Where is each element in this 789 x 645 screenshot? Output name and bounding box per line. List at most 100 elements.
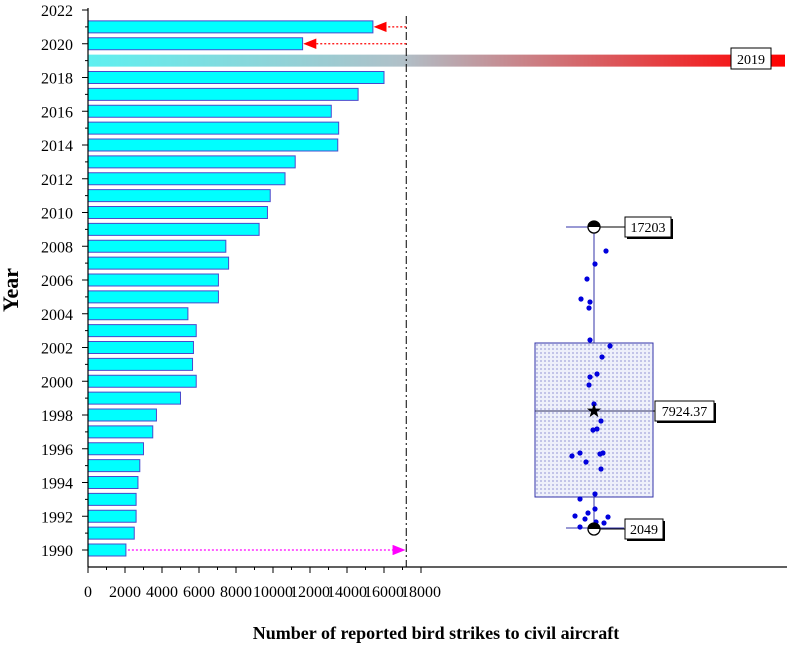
data-point-25 (592, 506, 598, 512)
x-tick-label-18000: 18000 (401, 584, 441, 601)
data-point-3 (584, 276, 590, 282)
y-tick-label-2008: 2008 (41, 239, 73, 256)
bar-2002 (87, 341, 194, 354)
x-axis-title: Number of reported bird strikes to civil… (253, 623, 619, 643)
bar-1998 (87, 408, 157, 422)
bar-2011 (87, 189, 271, 203)
bar-2017 (87, 87, 359, 101)
bar-2013 (87, 155, 296, 169)
data-point-5 (587, 299, 593, 305)
bar-2003 (87, 324, 197, 338)
mean-star (586, 403, 602, 418)
x-tick-label-4000: 4000 (146, 584, 178, 601)
max-callout-label: 17203 (631, 221, 666, 236)
y-tick-label-1996: 1996 (41, 442, 73, 459)
data-point-32 (577, 524, 583, 530)
data-point-14 (598, 418, 604, 424)
data-point-22 (598, 466, 604, 472)
bar-2006 (87, 273, 219, 287)
y-tick-label-2002: 2002 (41, 341, 73, 358)
x-tick-label-6000: 6000 (183, 584, 215, 601)
data-point-17 (569, 453, 575, 459)
x-tick-label-0: 0 (84, 584, 92, 601)
y-tick-label-2022: 2022 (41, 3, 73, 20)
y-tick-label-2006: 2006 (41, 273, 73, 290)
boxplot-box (534, 342, 654, 498)
mean-callout-box (654, 400, 715, 422)
axes-group: 0 2000 4000 6000 8000 10000120001400016000180… (41, 3, 787, 601)
data-point-16 (590, 427, 596, 433)
bar-1991 (87, 526, 135, 540)
bar-2009 (87, 222, 260, 236)
bar-2007 (87, 256, 230, 270)
data-point-11 (587, 374, 593, 380)
data-point-24 (577, 496, 583, 502)
y-tick-label-1994: 1994 (41, 476, 73, 493)
y-tick-label-1990: 1990 (41, 543, 73, 560)
data-point-10 (594, 371, 600, 377)
y-tick-label-2014: 2014 (41, 138, 73, 155)
highlight-label: 2019 (737, 53, 765, 68)
bar-1999 (87, 391, 181, 405)
data-point-21 (583, 459, 589, 465)
max-marker-half (588, 221, 600, 227)
bar-2010 (87, 206, 268, 219)
data-point-1 (603, 248, 609, 254)
x-tick-label-12000: 12000 (290, 584, 330, 601)
bar-1996 (87, 442, 144, 456)
bar-2014 (87, 138, 339, 152)
y-tick-label-2004: 2004 (41, 307, 73, 324)
bar-2005 (87, 290, 219, 304)
y-tick-label-2016: 2016 (41, 104, 73, 121)
bar-1994 (87, 476, 139, 489)
highlight-label-box (730, 47, 772, 70)
min-marker-half (588, 523, 600, 529)
bar-2019 (88, 54, 785, 67)
bar-2021 (87, 20, 374, 34)
bars-group (87, 20, 785, 557)
data-point-6 (586, 305, 592, 311)
bar-2000 (87, 374, 197, 388)
x-tick-label-14000: 14000 (327, 584, 367, 601)
bar-2016 (87, 104, 332, 118)
y-tick-label-1998: 1998 (41, 408, 73, 425)
y-tick-label-2020: 2020 (41, 37, 73, 54)
data-point-2 (592, 261, 598, 267)
y-tick-label-2010: 2010 (41, 206, 73, 223)
bar-2020 (87, 37, 304, 51)
x-tick-label-16000: 16000 (364, 584, 404, 601)
data-point-4 (578, 296, 584, 302)
y-tick-label-1992: 1992 (41, 509, 73, 526)
min-callout-label: 2049 (630, 523, 658, 538)
data-point-12 (586, 382, 592, 388)
bar-1995 (87, 459, 141, 473)
y-axis-title: Year (0, 268, 23, 312)
data-point-29 (582, 516, 588, 522)
bar-1997 (87, 425, 154, 439)
bar-2018 (87, 71, 385, 84)
x-tick-label-2000: 2000 (109, 584, 141, 601)
data-point-27 (572, 513, 578, 519)
data-point-28 (605, 514, 611, 520)
bar-2012 (87, 172, 286, 186)
data-point-7 (607, 343, 613, 349)
bar-2015 (87, 121, 340, 135)
bar-1990 (87, 543, 127, 557)
data-point-9 (599, 354, 605, 360)
y-tick-label-2000: 2000 (41, 374, 73, 391)
x-tick-label-8000: 8000 (220, 584, 252, 601)
data-point-26 (585, 510, 591, 516)
bar-2004 (87, 307, 189, 321)
mean-callout-label: 7924.37 (662, 405, 708, 420)
max-callout-box (624, 216, 672, 238)
data-point-15 (594, 426, 600, 432)
data-point-31 (601, 520, 607, 526)
data-point-23 (592, 491, 598, 497)
bar-1993 (87, 492, 137, 506)
bar-2008 (87, 239, 227, 253)
min-callout-box (624, 518, 664, 540)
overlay-group: 2019 17203 7924.37 2049 (127, 16, 772, 567)
data-point-20 (600, 450, 606, 456)
y-tick-label-2018: 2018 (41, 71, 73, 88)
